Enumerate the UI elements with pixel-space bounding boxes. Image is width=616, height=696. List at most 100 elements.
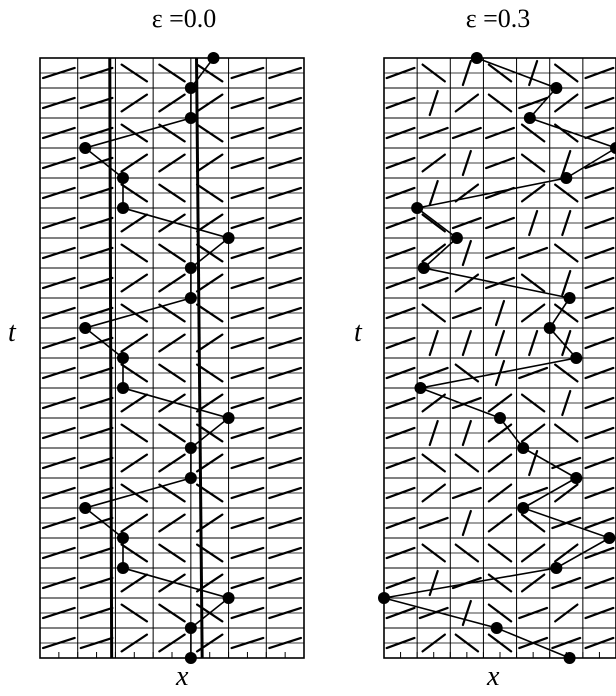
right-cell-segment: [554, 423, 579, 443]
left-cell-segment: [268, 216, 303, 230]
right-cell-segment: [385, 66, 416, 80]
right-cell-segment: [418, 276, 449, 290]
left-cell-segment: [195, 303, 224, 323]
left-cell-segment: [158, 153, 186, 173]
left-cell-segment: [230, 156, 265, 170]
right-cell-segment: [385, 186, 416, 200]
left-cell-segment: [268, 486, 303, 500]
left-cell-segment: [41, 246, 76, 260]
right-cell-segment: [451, 126, 482, 140]
left-cell-segment: [158, 633, 186, 653]
left-cell-segment: [120, 393, 149, 413]
left-cell-segment: [158, 543, 186, 563]
left-cell-segment: [79, 156, 114, 170]
right-cell-segment: [487, 633, 513, 653]
left-cell-segment: [230, 66, 265, 80]
right-cell-segment: [484, 216, 516, 230]
right-cell-segment: [428, 89, 439, 117]
right-cell-segment: [584, 636, 615, 650]
left-cell-segment: [120, 333, 149, 353]
left-cell-segment: [195, 183, 224, 203]
left-panel: [39, 52, 305, 664]
right-cell-segment: [487, 453, 513, 473]
right-cell-segment: [554, 243, 579, 263]
left-cell-segment: [79, 366, 114, 380]
left-cell-segment: [41, 426, 76, 440]
left-cell-segment: [195, 333, 224, 353]
right-cell-segment: [428, 329, 439, 357]
right-cell-segment: [518, 486, 549, 500]
left-cell-segment: [79, 246, 114, 260]
right-cell-segment: [487, 393, 513, 413]
right-cell-segment: [584, 96, 615, 110]
left-cell-segment: [79, 276, 114, 290]
left-cell-segment: [79, 186, 114, 200]
left-cell-segment: [120, 363, 149, 383]
left-cell-segment: [158, 423, 186, 443]
left-cell-segment: [268, 156, 303, 170]
left-cell-segment: [230, 186, 265, 200]
right-cell-segment: [454, 93, 480, 113]
left-cell-segment: [158, 573, 186, 593]
left-cell-segment: [79, 516, 114, 530]
left-cell-segment: [120, 153, 149, 173]
right-walk-point: [550, 562, 563, 574]
left-walk-point: [184, 442, 197, 454]
right-cell-segment: [584, 396, 615, 410]
right-cell-segment: [584, 126, 615, 140]
right-cell-segment: [451, 486, 482, 500]
right-cell-segment: [528, 209, 539, 237]
left-cell-segment: [79, 66, 114, 80]
right-cell-segment: [584, 576, 615, 590]
left-panel-ylabel: t: [8, 317, 16, 348]
right-cell-segment: [454, 183, 480, 203]
left-cell-segment: [41, 306, 76, 320]
left-front-line: [195, 57, 204, 659]
left-walk-point: [79, 142, 92, 154]
right-cell-segment: [520, 573, 546, 593]
right-cell-segment: [554, 603, 579, 623]
right-cell-segment: [385, 606, 416, 620]
left-cell-segment: [230, 576, 265, 590]
right-cell-segment: [487, 603, 513, 623]
left-cell-segment: [230, 606, 265, 620]
left-cell-segment: [268, 606, 303, 620]
left-cell-segment: [120, 633, 149, 653]
right-cell-segment: [385, 366, 416, 380]
left-walk-point: [116, 382, 129, 394]
left-cell-segment: [268, 246, 303, 260]
right-walk-point: [411, 202, 424, 214]
left-cell-segment: [158, 213, 186, 233]
right-cell-segment: [454, 543, 480, 563]
left-cell-segment: [41, 636, 76, 650]
left-walk-point: [184, 262, 197, 274]
left-cell-segment: [41, 606, 76, 620]
right-cell-segment: [561, 329, 572, 357]
left-cell-segment: [195, 273, 224, 293]
left-cell-segment: [79, 216, 114, 230]
right-walk-point: [470, 52, 483, 64]
left-cell-segment: [158, 453, 186, 473]
right-walk-point: [490, 622, 503, 634]
left-cell-segment: [195, 153, 224, 173]
right-walk-point: [543, 322, 556, 334]
left-walk-point: [207, 52, 220, 64]
right-cell-segment: [454, 633, 480, 653]
left-cell-segment: [120, 123, 149, 143]
left-cell-segment: [158, 273, 186, 293]
right-walk-point: [517, 442, 530, 454]
right-cell-segment: [528, 59, 539, 87]
left-walk-point: [79, 322, 92, 334]
left-cell-segment: [79, 336, 114, 350]
right-cell-segment: [461, 419, 472, 447]
right-walk-point: [563, 292, 576, 304]
left-cell-segment: [41, 186, 76, 200]
left-cell-segment: [41, 156, 76, 170]
left-cell-segment: [120, 603, 149, 623]
right-cell-segment: [554, 183, 579, 203]
right-walk-point: [610, 142, 616, 154]
left-cell-segment: [79, 606, 114, 620]
right-cell-segment: [520, 123, 546, 143]
left-cell-segment: [79, 96, 114, 110]
left-cell-segment: [195, 63, 224, 83]
